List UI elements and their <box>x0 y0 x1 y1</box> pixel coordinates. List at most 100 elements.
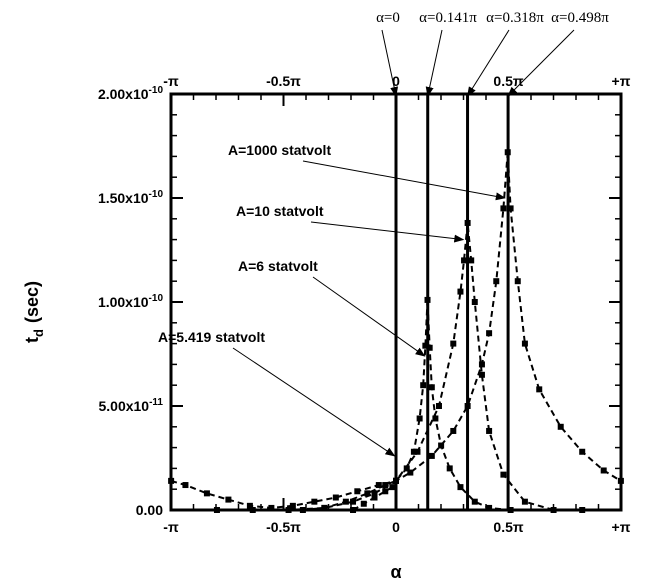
y-axis-title: td (sec) <box>22 281 46 343</box>
series-point <box>424 296 431 303</box>
series-point <box>389 484 396 491</box>
series-point <box>410 448 417 455</box>
series-point <box>446 465 453 472</box>
x-tick-label-top: 0.5π <box>493 73 523 89</box>
y-tick-label-mantissa: 5.00x10 <box>98 398 149 414</box>
series-point <box>438 442 445 449</box>
series-point <box>464 403 471 409</box>
series-point <box>426 344 433 351</box>
series-point <box>478 361 485 368</box>
vertical-lines-layer <box>394 94 510 510</box>
vertical-line-arrow <box>507 29 575 97</box>
series-point <box>414 448 421 455</box>
series-point <box>382 482 389 489</box>
annotations-layer: α=0 α=0.141π α=0.318π α=0.498π A=1000 statvo… <box>158 10 609 457</box>
vertical-line-label: α=0.318π <box>486 10 544 26</box>
series-point <box>432 415 439 422</box>
x-tick-label: -0.5π <box>266 519 301 535</box>
series-annotation-label: A=6 statvolt <box>238 258 318 274</box>
y-tick-label-exponent: -10 <box>149 189 164 200</box>
series-point <box>579 448 586 455</box>
series-point <box>521 340 528 347</box>
series-point <box>500 471 507 478</box>
series-point <box>500 205 507 212</box>
x-tick-label: 0 <box>392 519 400 535</box>
labels-layer: 0.005.00x10-111.00x10-101.50x10-102.00x1… <box>98 73 631 535</box>
series-point <box>403 465 410 472</box>
y-tick-label-mantissa: 1.00x10 <box>98 294 149 310</box>
x-tick-label-top: -0.5π <box>266 73 301 89</box>
series-point <box>428 384 435 391</box>
series-point <box>268 504 275 511</box>
series-point <box>225 496 232 503</box>
series-point <box>311 498 318 505</box>
series-point <box>468 257 475 264</box>
y-tick-label-mantissa: 2.00x10 <box>98 86 149 102</box>
vertical-line-arrow <box>425 29 443 97</box>
series-point <box>321 504 328 511</box>
vertical-line-label: α=0 <box>376 10 400 26</box>
x-tick-label-top: -π <box>163 73 179 89</box>
series-point <box>461 257 468 264</box>
series-point <box>486 427 493 434</box>
series-point <box>407 469 414 476</box>
y-tick-label: 2.00x10-10 <box>98 85 164 102</box>
series-point <box>354 488 361 495</box>
series-annotation-label: A=10 statvolt <box>236 203 324 219</box>
y-tick-label: 1.50x10-10 <box>98 189 164 206</box>
series-point <box>332 494 339 501</box>
y-tick-label-exponent: -10 <box>149 85 164 96</box>
series-point <box>486 504 493 511</box>
vertical-line-label: α=0.498π <box>551 10 609 26</box>
y-tick-label-exponent: -10 <box>149 293 164 304</box>
y-tick-label-exponent: -11 <box>149 397 163 408</box>
series-point <box>246 502 253 509</box>
series-point <box>471 299 478 305</box>
series-point <box>364 490 371 497</box>
y-tick-label: 1.00x10-10 <box>98 293 164 310</box>
series-point <box>471 498 478 505</box>
x-tick-label-top: +π <box>612 73 631 89</box>
series-annotation-arrow <box>310 221 465 243</box>
series-point <box>435 403 442 409</box>
x-axis-title: α <box>390 562 401 582</box>
series-point <box>450 340 457 347</box>
series-point <box>486 330 493 337</box>
series-point <box>450 427 457 434</box>
series-point <box>371 490 378 497</box>
series-point <box>600 467 607 474</box>
series-annotation-arrow <box>232 347 396 457</box>
series-point <box>203 490 210 497</box>
vertical-line-arrow <box>381 29 399 97</box>
series-point <box>416 415 423 422</box>
y-axis-title-unit: (sec) <box>22 281 42 323</box>
y-tick-label: 0.00 <box>136 502 163 518</box>
x-tick-label: -π <box>163 519 179 535</box>
series-point <box>536 386 543 393</box>
series-point <box>457 288 464 295</box>
series-annotation-arrow <box>302 160 506 201</box>
series-annotation-label: A=1000 statvolt <box>228 142 331 158</box>
series-point <box>375 482 382 489</box>
series-point <box>478 371 485 378</box>
series-point <box>289 502 296 509</box>
x-tick-label-top: 0 <box>392 73 400 89</box>
series-point <box>360 500 367 507</box>
y-axis-title-sub: d <box>31 329 46 337</box>
series-point <box>422 342 429 349</box>
series-line <box>170 152 622 509</box>
series-point <box>428 452 435 459</box>
series-point <box>342 498 349 505</box>
series-point <box>350 498 357 505</box>
y-tick-label: 5.00x10-11 <box>98 397 163 414</box>
series-point <box>493 278 500 285</box>
series-point <box>507 205 514 212</box>
vertical-line-arrow <box>467 29 510 97</box>
vertical-line-label: α=0.141π <box>419 10 477 26</box>
series-annotation-label: A=5.419 statvolt <box>158 329 265 345</box>
series-annotation-arrow <box>312 276 426 357</box>
x-tick-label: +π <box>612 519 631 535</box>
series-point <box>464 219 471 226</box>
series-point <box>504 149 511 156</box>
